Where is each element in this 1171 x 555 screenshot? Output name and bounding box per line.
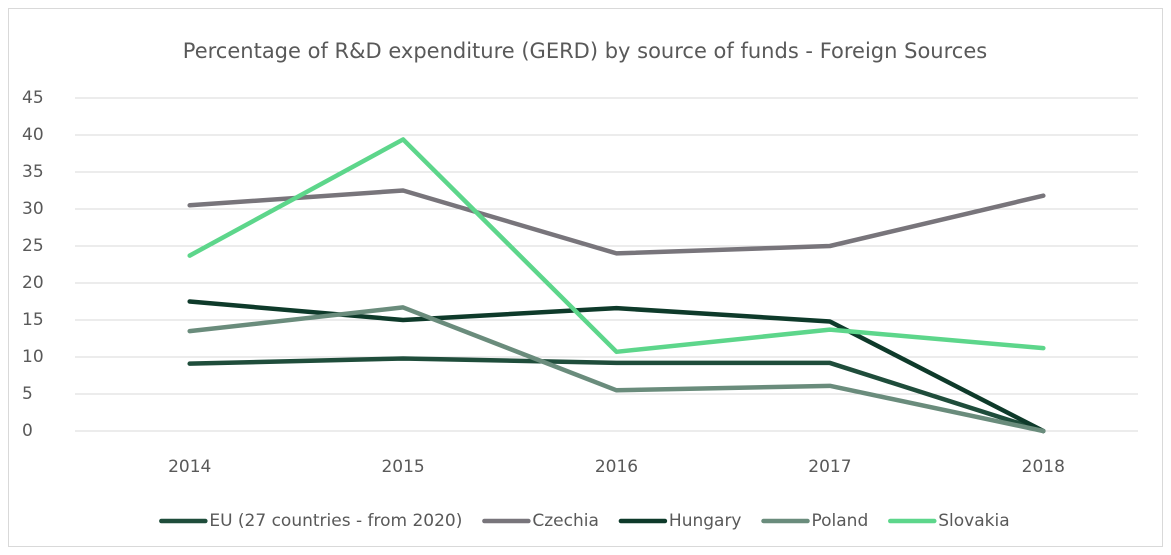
x-tick-label: 2016: [595, 457, 638, 477]
legend-label: Czechia: [532, 511, 599, 531]
legend-label: EU (27 countries - from 2020): [209, 511, 462, 531]
x-tick-label: 2018: [1022, 457, 1065, 477]
legend-label: Slovakia: [938, 511, 1009, 531]
series-line: [187, 356, 1046, 434]
y-tick-label: 15: [22, 310, 44, 330]
legend-label: Hungary: [669, 511, 742, 531]
x-tick-label: 2014: [168, 457, 211, 477]
y-tick-label: 5: [22, 384, 33, 404]
legend-label: Poland: [812, 511, 869, 531]
y-tick-label: 10: [22, 347, 44, 367]
y-tick-label: 30: [22, 199, 44, 219]
y-tick-label: 35: [22, 162, 44, 182]
y-tick-label: 40: [22, 125, 44, 145]
y-tick-label: 25: [22, 236, 44, 256]
x-tick-label: 2017: [808, 457, 851, 477]
series-line: [187, 188, 1046, 256]
series-line: [187, 305, 1046, 434]
series-line: [187, 137, 1046, 355]
y-tick-label: 20: [22, 273, 44, 293]
x-tick-label: 2015: [381, 457, 424, 477]
y-tick-label: 0: [22, 421, 33, 441]
y-tick-label: 45: [22, 88, 44, 108]
chart-title: Percentage of R&D expenditure (GERD) by …: [183, 39, 987, 63]
